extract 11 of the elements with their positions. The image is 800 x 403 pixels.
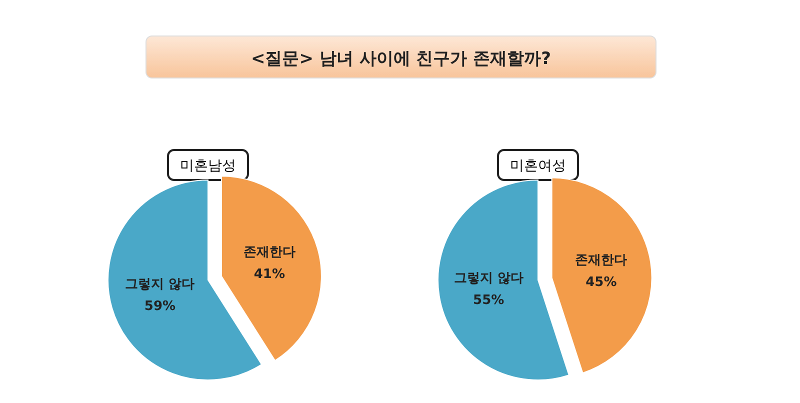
slice-label: 존재한다 bbox=[575, 252, 628, 268]
data-label: 41% bbox=[254, 267, 286, 282]
data-label: 55% bbox=[473, 292, 504, 308]
slice-label: 그렇지 않다 bbox=[454, 270, 524, 286]
chart-subtitle: 미혼남성 bbox=[180, 158, 236, 174]
slice-label: 존재한다 bbox=[243, 245, 296, 260]
chart-subtitle: 미혼여성 bbox=[510, 158, 566, 174]
data-label: 59% bbox=[144, 298, 176, 314]
slice-label: 그렇지 않다 bbox=[125, 276, 195, 292]
data-label: 45% bbox=[586, 274, 617, 290]
text: <질문> 남녀 사이에 친구가 존재할까? bbox=[250, 49, 552, 69]
